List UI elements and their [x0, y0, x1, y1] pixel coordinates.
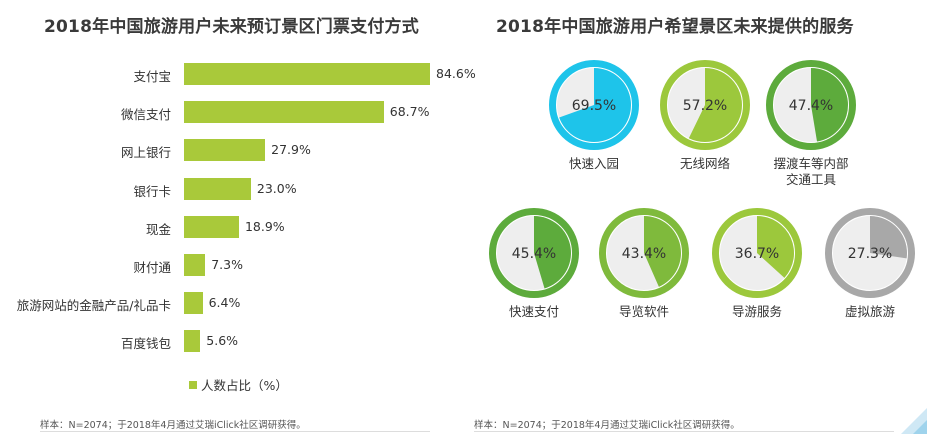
- donut-category-label-line: 快速入园: [568, 156, 619, 171]
- donut-outer-ring: [766, 60, 856, 150]
- bar-category-label: 银行卡: [133, 184, 171, 199]
- donut-category-label-line: 导游服务: [731, 304, 782, 319]
- donut-svg: 47.4%: [766, 60, 856, 150]
- donut-outer-ring: [599, 208, 689, 298]
- donut-gauge: 27.3%: [825, 208, 915, 298]
- bar: [184, 330, 201, 352]
- donut-svg: 57.2%: [660, 60, 750, 150]
- donut-category-label: 导览软件: [584, 304, 704, 320]
- donut-category-label-line: 导览软件: [618, 304, 669, 319]
- donut-value-label: 69.5%: [572, 98, 616, 114]
- donut-category-label-line: 摆渡车等内部: [773, 156, 849, 171]
- donut-svg: 45.4%: [489, 208, 579, 298]
- donut-outer-ring: [660, 60, 750, 150]
- donut-value-label: 45.4%: [512, 246, 556, 262]
- donut-value-sector: [870, 216, 907, 259]
- donut-category-label: 快速入园: [534, 156, 654, 172]
- bar-value-label: 23.0%: [256, 181, 297, 196]
- bar-value-label: 18.9%: [244, 219, 285, 234]
- donut-category-label: 摆渡车等内部 交通工具: [751, 156, 871, 188]
- bar-category-label: 百度钱包: [120, 336, 171, 351]
- bar-legend: 人数占比（%）: [189, 375, 288, 394]
- bar-value-label: 68.7%: [389, 104, 430, 119]
- bar-category-label: 现金: [145, 222, 171, 237]
- bar-value-label: 6.4%: [208, 295, 241, 310]
- bar: [184, 216, 239, 238]
- donut-gauge: 43.4%: [599, 208, 689, 298]
- bar: [184, 101, 384, 123]
- right-footnote: 样本：N=2074；于2018年4月通过艾瑞iClick社区调研获得。: [474, 420, 740, 431]
- bar: [184, 178, 251, 200]
- donut-value-label: 57.2%: [683, 98, 727, 114]
- donut-value-sector: [688, 68, 742, 142]
- donut-value-sector: [811, 68, 848, 142]
- donut-svg: 69.5%: [549, 60, 639, 150]
- bar: [184, 254, 206, 276]
- donut-value-label: 36.7%: [735, 246, 779, 262]
- donut-gauge: 36.7%: [712, 208, 802, 298]
- donut-outer-ring: [489, 208, 579, 298]
- donut-gauge: 57.2%: [660, 60, 750, 150]
- donut-category-label: 导游服务: [697, 304, 817, 320]
- donut-svg: 27.3%: [825, 208, 915, 298]
- donut-value-sector: [757, 216, 794, 278]
- bar: [184, 139, 266, 161]
- donut-value-sector: [534, 216, 571, 289]
- bar-category-label: 财付通: [133, 260, 171, 275]
- donut-category-label: 快速支付: [474, 304, 594, 320]
- bar-category-label: 旅游网站的金融产品/礼品卡: [16, 298, 171, 313]
- donut-gauge: 45.4%: [489, 208, 579, 298]
- donut-category-label: 虚拟旅游: [810, 304, 927, 320]
- donut-value-label: 43.4%: [622, 246, 666, 262]
- donut-value-sector: [644, 216, 681, 287]
- donut-gauge: 47.4%: [766, 60, 856, 150]
- donut-gauge: 69.5%: [549, 60, 639, 150]
- right-footnote-divider: [474, 431, 894, 432]
- donut-category-label-line: 交通工具: [785, 172, 836, 187]
- donut-value-label: 27.3%: [848, 246, 892, 262]
- bar: [184, 292, 203, 314]
- donut-value-sector: [559, 68, 631, 142]
- bar: [184, 63, 430, 85]
- legend-label: 人数占比（%）: [201, 378, 288, 393]
- donut-outer-ring: [549, 60, 639, 150]
- donut-category-label-line: 快速支付: [508, 304, 559, 319]
- donut-category-label: 无线网络: [645, 156, 765, 172]
- left-footnote-divider: [40, 431, 430, 432]
- donut-category-label-line: 无线网络: [679, 156, 730, 171]
- legend-swatch: [189, 381, 197, 389]
- donut-value-label: 47.4%: [789, 98, 833, 114]
- donut-svg: 43.4%: [599, 208, 689, 298]
- bar-value-label: 5.6%: [206, 333, 239, 348]
- bar-category-label: 网上银行: [120, 145, 171, 160]
- left-chart-title: 2018年中国旅游用户未来预订景区门票支付方式: [44, 17, 419, 37]
- bar-value-label: 27.9%: [271, 142, 311, 157]
- donut-category-label-line: 虚拟旅游: [844, 304, 895, 319]
- donut-svg: 36.7%: [712, 208, 802, 298]
- corner-decoration: [901, 408, 927, 434]
- bar-value-label: 7.3%: [211, 257, 243, 272]
- bar-value-label: 84.6%: [436, 66, 476, 81]
- donut-outer-ring: [825, 208, 915, 298]
- donut-outer-ring: [712, 208, 802, 298]
- bar-category-label: 支付宝: [133, 69, 171, 84]
- left-footnote: 样本：N=2074；于2018年4月通过艾瑞iClick社区调研获得。: [40, 420, 306, 431]
- bar-category-label: 微信支付: [120, 107, 171, 122]
- right-chart-title: 2018年中国旅游用户希望景区未来提供的服务: [496, 17, 854, 37]
